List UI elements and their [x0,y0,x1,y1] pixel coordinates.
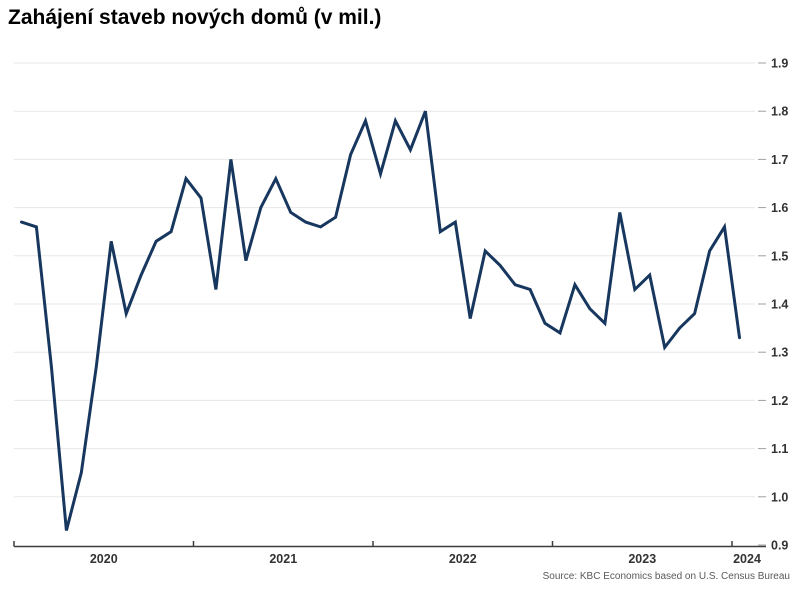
y-tick-label: 1.4 [771,298,788,312]
x-tick-label: 2021 [269,552,297,566]
data-line [20,110,741,531]
y-tick-label: 1.2 [771,394,788,408]
y-tick-label: 1.9 [771,57,788,71]
y-tick-label: 1.6 [771,201,788,215]
y-tick-label: 1.1 [771,442,788,456]
x-tick-label: 2024 [733,552,761,566]
x-tick-label: 2020 [90,552,118,566]
chart-title: Zahájení staveb nových domů (v mil.) [8,6,382,29]
y-tick-label: 1.0 [771,490,788,504]
y-tick-label: 1.8 [771,105,788,119]
y-tick-label: 1.5 [771,249,788,263]
x-tick-label: 2023 [628,552,656,566]
y-tick-label: 1.7 [771,153,788,167]
source-note: Source: KBC Economics based on U.S. Cens… [542,571,790,582]
x-tick-label: 2022 [449,552,477,566]
y-tick-label: 1.3 [771,346,788,360]
y-tick-label: 0.9 [771,539,788,553]
